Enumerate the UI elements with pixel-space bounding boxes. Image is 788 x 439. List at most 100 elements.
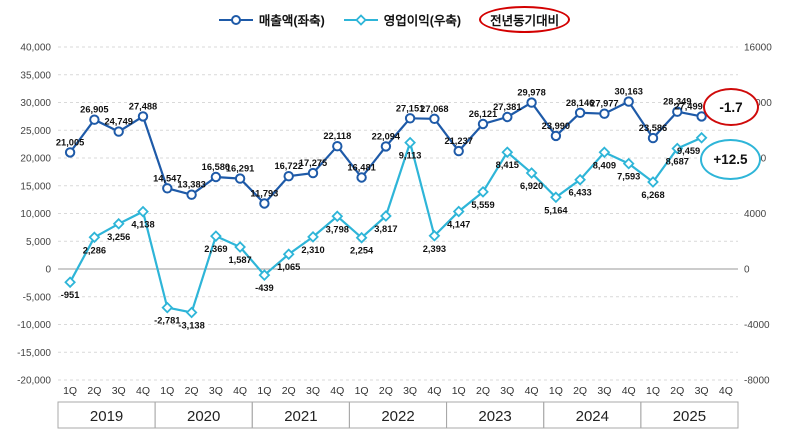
svg-text:2,369: 2,369 xyxy=(204,244,227,254)
revenue-line-marker-icon xyxy=(218,14,253,25)
svg-text:3Q: 3Q xyxy=(597,385,611,397)
legend-label-profit: 영업이익(우축) xyxy=(383,14,462,28)
svg-text:7,593: 7,593 xyxy=(617,172,640,182)
svg-text:28,349: 28,349 xyxy=(663,97,691,107)
svg-text:2,393: 2,393 xyxy=(423,244,446,254)
svg-text:8,687: 8,687 xyxy=(666,157,689,167)
svg-text:5,164: 5,164 xyxy=(544,205,568,215)
svg-text:27,381: 27,381 xyxy=(493,102,521,112)
svg-text:6,268: 6,268 xyxy=(641,190,664,200)
svg-text:16000: 16000 xyxy=(744,43,772,54)
svg-text:4Q: 4Q xyxy=(233,385,247,397)
profit-line-marker-icon xyxy=(343,13,378,26)
svg-text:40,000: 40,000 xyxy=(20,43,51,54)
svg-text:2019: 2019 xyxy=(90,408,123,425)
svg-text:3Q: 3Q xyxy=(112,385,126,397)
svg-text:2Q: 2Q xyxy=(87,385,101,397)
svg-text:6,920: 6,920 xyxy=(520,181,543,191)
svg-text:29,978: 29,978 xyxy=(517,88,545,98)
svg-text:30,163: 30,163 xyxy=(614,87,642,97)
x-axis-quarters: 1Q 2Q 3Q 4Q 1Q 2Q 3Q 4Q 1Q 2Q 3Q 4Q 1Q 2Q 3Q 4Q 1Q 2Q 3Q 4Q… xyxy=(63,385,733,397)
svg-text:27,488: 27,488 xyxy=(129,101,157,111)
svg-text:-15,000: -15,000 xyxy=(17,348,51,359)
svg-text:-439: -439 xyxy=(255,283,274,293)
svg-text:-4000: -4000 xyxy=(744,320,770,331)
svg-text:30,000: 30,000 xyxy=(20,98,51,109)
svg-text:13,383: 13,383 xyxy=(177,180,205,190)
svg-text:1Q: 1Q xyxy=(355,385,369,397)
svg-text:11,793: 11,793 xyxy=(250,189,278,199)
svg-text:20,000: 20,000 xyxy=(20,154,51,165)
svg-text:-5,000: -5,000 xyxy=(23,292,52,303)
svg-text:24,749: 24,749 xyxy=(104,117,132,127)
svg-text:3Q: 3Q xyxy=(209,385,223,397)
svg-text:28,146: 28,146 xyxy=(566,98,594,108)
svg-text:-951: -951 xyxy=(61,290,80,300)
revenue-yoy-callout: -1.7 xyxy=(703,88,759,126)
svg-text:27,977: 27,977 xyxy=(590,99,618,109)
svg-text:-2,781: -2,781 xyxy=(154,316,180,326)
svg-text:1Q: 1Q xyxy=(452,385,466,397)
svg-text:-8000: -8000 xyxy=(744,376,770,387)
svg-text:3,798: 3,798 xyxy=(326,224,349,234)
svg-text:-20,000: -20,000 xyxy=(17,376,51,387)
svg-text:3Q: 3Q xyxy=(500,385,514,397)
svg-text:4Q: 4Q xyxy=(525,385,539,397)
svg-text:1,065: 1,065 xyxy=(277,262,300,272)
svg-text:0: 0 xyxy=(744,265,750,276)
svg-text:27,151: 27,151 xyxy=(396,103,424,113)
svg-text:4Q: 4Q xyxy=(136,385,150,397)
legend-item-revenue[interactable]: 매출액(좌축) xyxy=(218,10,325,29)
svg-text:2,286: 2,286 xyxy=(83,245,106,255)
svg-text:23,586: 23,586 xyxy=(639,123,667,133)
svg-text:2Q: 2Q xyxy=(185,385,199,397)
svg-text:1Q: 1Q xyxy=(549,385,563,397)
svg-text:16,481: 16,481 xyxy=(347,163,375,173)
svg-text:2Q: 2Q xyxy=(282,385,296,397)
svg-text:2024: 2024 xyxy=(576,408,609,425)
svg-text:8,415: 8,415 xyxy=(496,160,519,170)
svg-text:27,499: 27,499 xyxy=(674,101,702,111)
profit-yoy-callout: +12.5 xyxy=(700,139,761,180)
svg-text:15,000: 15,000 xyxy=(20,181,51,192)
svg-text:2021: 2021 xyxy=(284,408,317,425)
svg-text:26,121: 26,121 xyxy=(469,109,497,119)
svg-text:26,905: 26,905 xyxy=(80,105,108,115)
svg-text:2020: 2020 xyxy=(187,408,220,425)
legend-item-profit[interactable]: 영업이익(우축) xyxy=(343,10,461,29)
svg-text:22,094: 22,094 xyxy=(372,131,401,141)
svg-text:3,817: 3,817 xyxy=(374,224,397,234)
yoy-highlight-oval: 전년동기대비 xyxy=(479,6,571,33)
svg-text:4,138: 4,138 xyxy=(131,220,154,230)
svg-text:14,547: 14,547 xyxy=(153,173,181,183)
svg-text:22,118: 22,118 xyxy=(323,131,351,141)
svg-text:17,275: 17,275 xyxy=(299,158,327,168)
svg-text:4Q: 4Q xyxy=(622,385,636,397)
svg-text:1Q: 1Q xyxy=(63,385,77,397)
gridlines-left-axis: 40,000 35,000 30,000 25,000 20,000 15,000 10,0… xyxy=(17,43,738,387)
svg-text:3,256: 3,256 xyxy=(107,232,130,242)
svg-text:1,587: 1,587 xyxy=(228,255,251,265)
svg-text:6,433: 6,433 xyxy=(568,188,591,198)
svg-text:23,990: 23,990 xyxy=(542,121,570,131)
svg-text:2Q: 2Q xyxy=(379,385,393,397)
svg-text:-3,138: -3,138 xyxy=(178,321,204,331)
legend-item-yoy: 전년동기대비 xyxy=(479,6,571,33)
svg-text:5,559: 5,559 xyxy=(471,200,494,210)
svg-text:9,459: 9,459 xyxy=(677,146,700,156)
svg-text:3Q: 3Q xyxy=(695,385,709,397)
svg-text:4Q: 4Q xyxy=(719,385,733,397)
svg-text:3Q: 3Q xyxy=(403,385,417,397)
svg-text:21,237: 21,237 xyxy=(444,136,472,146)
svg-text:2Q: 2Q xyxy=(670,385,684,397)
svg-text:4Q: 4Q xyxy=(330,385,344,397)
svg-text:4,147: 4,147 xyxy=(447,220,470,230)
svg-text:4Q: 4Q xyxy=(427,385,441,397)
svg-text:-10,000: -10,000 xyxy=(17,320,51,331)
svg-text:2Q: 2Q xyxy=(476,385,490,397)
chart-legend: 매출액(좌축) 영업이익(우축) 전년동기대비 xyxy=(0,6,788,33)
legend-label-revenue: 매출액(좌축) xyxy=(258,14,325,28)
svg-text:0: 0 xyxy=(45,265,51,276)
